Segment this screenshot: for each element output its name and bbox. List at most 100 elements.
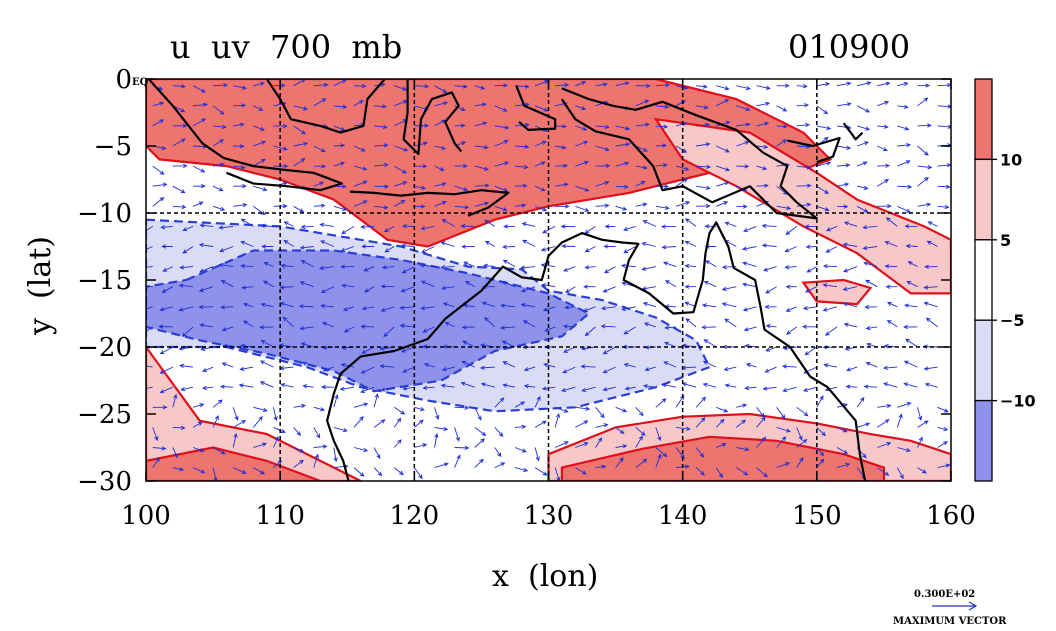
y-tick-label: −15 [77, 266, 132, 296]
wind-vector [542, 306, 556, 312]
wind-vector [756, 416, 766, 428]
wind-vector [743, 326, 757, 332]
wind-vector [684, 263, 697, 269]
wind-vector [240, 263, 254, 269]
wind-vector [696, 203, 711, 209]
wind-vector [182, 225, 194, 232]
wind-vector [917, 176, 929, 187]
wind-vector [293, 125, 306, 135]
wind-vector [776, 105, 788, 112]
wind-vector [664, 325, 677, 330]
x-tick-label: 100 [121, 501, 171, 531]
wind-vector [353, 180, 368, 187]
wind-vector [635, 458, 648, 468]
wind-vector [924, 264, 938, 269]
wind-vector [434, 101, 449, 107]
wind-vector [635, 83, 651, 89]
wind-vector [736, 122, 751, 127]
wind-vector [232, 420, 247, 428]
wind-vector [152, 165, 165, 175]
wind-vector [313, 444, 328, 449]
y-tick-label: −30 [77, 467, 132, 497]
wind-vector [756, 467, 768, 478]
wind-vector [402, 366, 415, 373]
wind-vector [393, 406, 406, 415]
wind-vector [635, 202, 648, 207]
wind-vector [885, 284, 898, 289]
wind-vector [233, 183, 247, 189]
wind-vector [293, 158, 306, 167]
wind-vector [675, 447, 685, 460]
wind-vector [502, 361, 516, 368]
wind-vector [534, 395, 541, 408]
wind-vector [158, 324, 173, 329]
colorbar-segment [974, 239, 993, 321]
wind-vector [776, 436, 787, 448]
wind-vector [675, 178, 689, 187]
wind-vector [695, 467, 705, 476]
wind-vector [333, 143, 346, 148]
wind-vector [454, 405, 470, 410]
wind-vector [333, 161, 346, 167]
wind-vector [534, 447, 540, 462]
wind-vector [514, 144, 530, 149]
wind-vector [253, 205, 266, 216]
wind-vector [876, 179, 890, 187]
y-tick-label: −5 [94, 132, 132, 162]
wind-vector [172, 138, 186, 147]
wind-vector [623, 225, 636, 231]
wind-vector [836, 447, 849, 454]
wind-vector [353, 83, 367, 89]
wind-vector [816, 447, 825, 457]
wind-vector [198, 242, 214, 248]
wind-vector [463, 261, 475, 268]
wind-vector [146, 284, 153, 288]
wind-vector [253, 406, 268, 412]
wind-vector [897, 184, 913, 189]
wind-vector [152, 427, 159, 442]
wind-vector [655, 143, 668, 148]
wind-vector [675, 145, 688, 153]
wind-vector [361, 346, 375, 354]
wind-vector [534, 467, 548, 476]
wind-vector [903, 360, 918, 368]
wind-vector [293, 447, 305, 453]
wind-vector [655, 427, 662, 442]
wind-vector [192, 421, 203, 428]
wind-vector [353, 416, 364, 428]
wind-vector [575, 81, 587, 87]
wind-vector [494, 125, 510, 130]
wind-vector [761, 243, 777, 248]
x-tick-label: 140 [658, 501, 708, 531]
wind-vector [462, 340, 475, 348]
wind-vector [383, 226, 395, 233]
wind-vector [454, 205, 470, 210]
wind-vector [474, 201, 490, 207]
wind-vector [494, 397, 505, 408]
wind-vector [502, 259, 516, 267]
wind-vector [340, 246, 355, 252]
wind-vector [555, 182, 569, 187]
wind-vector [695, 447, 705, 458]
wind-vector [474, 438, 485, 448]
wind-vector [905, 243, 918, 249]
wind-vector [283, 221, 294, 227]
wind-vector [877, 145, 888, 152]
wind-vector [615, 184, 629, 189]
wind-vector [736, 403, 748, 408]
wind-vector [414, 84, 430, 89]
wind-vector [253, 81, 265, 87]
wind-vector [521, 222, 536, 227]
wind-vector [394, 85, 408, 91]
wind-vector [575, 125, 588, 131]
wind-vector [785, 306, 797, 312]
wind-vector [923, 366, 938, 371]
wind-vector [937, 124, 951, 129]
wind-vector [843, 221, 858, 227]
wind-vector [937, 184, 951, 189]
wind-vector [259, 360, 274, 368]
wind-vector [221, 362, 234, 368]
wind-vector [162, 266, 173, 272]
wind-vector [816, 458, 825, 468]
wind-vector [260, 302, 274, 308]
